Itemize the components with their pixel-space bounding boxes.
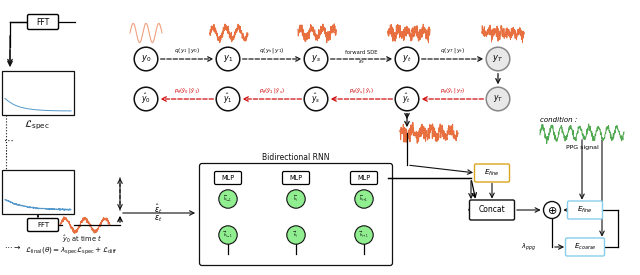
Text: $F_t^{i}$: $F_t^{i}$ [292, 248, 300, 259]
FancyBboxPatch shape [2, 170, 74, 214]
Circle shape [486, 47, 510, 71]
Circle shape [543, 202, 561, 219]
Circle shape [216, 87, 240, 111]
Text: $F_t^{i-1}$: $F_t^{i-1}$ [221, 248, 236, 259]
FancyBboxPatch shape [474, 164, 509, 182]
Circle shape [134, 87, 158, 111]
Text: $q(y_s\,|\,y_1)$: $q(y_s\,|\,y_1)$ [259, 46, 285, 55]
Text: $y_0$: $y_0$ [141, 54, 151, 65]
Circle shape [355, 190, 373, 208]
FancyBboxPatch shape [214, 172, 241, 185]
Text: $E_{fine}$: $E_{fine}$ [577, 205, 593, 215]
Circle shape [219, 190, 237, 208]
Text: $\cdots$: $\cdots$ [3, 135, 13, 145]
Text: $\overleftarrow{h}_{i\!-\!1}$: $\overleftarrow{h}_{i\!-\!1}$ [223, 194, 232, 204]
Text: forward SDE: forward SDE [345, 50, 378, 55]
Circle shape [396, 47, 419, 71]
Text: $y_T$: $y_T$ [493, 94, 503, 104]
FancyBboxPatch shape [351, 172, 378, 185]
Text: $F_t^{i+1}$: $F_t^{i+1}$ [356, 248, 371, 259]
Text: $\overrightarrow{h}_{i\!-\!1}$: $\overrightarrow{h}_{i\!-\!1}$ [223, 230, 233, 240]
FancyBboxPatch shape [470, 200, 515, 220]
Text: $E_{fine}$: $E_{fine}$ [484, 168, 500, 178]
Text: $\mathcal{L}_{\mathrm{final}}(\theta) = \lambda_{\mathrm{spec}}\mathcal{L}_{\mat: $\mathcal{L}_{\mathrm{final}}(\theta) = … [25, 246, 118, 257]
Text: MLP: MLP [357, 175, 371, 181]
Circle shape [287, 226, 305, 244]
Text: $p_\theta(\hat{y}_1\,|\,\hat{y}_s)$: $p_\theta(\hat{y}_1\,|\,\hat{y}_s)$ [259, 86, 285, 95]
Text: $y_T$: $y_T$ [492, 54, 504, 65]
Text: $\overrightarrow{h}_{i\!+\!1}$: $\overrightarrow{h}_{i\!+\!1}$ [359, 230, 369, 240]
Text: $y_t$: $y_t$ [402, 54, 412, 65]
FancyBboxPatch shape [2, 71, 74, 115]
FancyBboxPatch shape [200, 164, 392, 265]
Circle shape [396, 87, 419, 111]
Circle shape [304, 47, 328, 71]
Text: $p_\theta(\hat{y}_0\,|\,\hat{y}_1)$: $p_\theta(\hat{y}_0\,|\,\hat{y}_1)$ [174, 86, 200, 95]
Text: FFT: FFT [36, 18, 50, 26]
Text: $\lambda_{ppg}$: $\lambda_{ppg}$ [521, 241, 536, 253]
Text: $p_\theta(\hat{y}_s\,|\,\hat{y}_t)$: $p_\theta(\hat{y}_s\,|\,\hat{y}_t)$ [349, 86, 374, 95]
Text: FFT: FFT [37, 222, 49, 228]
Text: Concat: Concat [479, 205, 506, 215]
FancyBboxPatch shape [28, 219, 58, 232]
Circle shape [304, 87, 328, 111]
Circle shape [486, 87, 510, 111]
Text: PPG signal: PPG signal [566, 145, 598, 150]
Text: $\hat{y}_0$: $\hat{y}_0$ [141, 92, 151, 106]
Text: $p_\theta(\hat{y}_t\,|\,y_T)$: $p_\theta(\hat{y}_t\,|\,y_T)$ [440, 86, 465, 95]
Circle shape [355, 226, 373, 244]
Text: $y_s$: $y_s$ [311, 54, 321, 65]
Text: $\epsilon_t$: $\epsilon_t$ [154, 214, 162, 224]
Text: $\overleftarrow{h}_{i}$: $\overleftarrow{h}_{i}$ [293, 194, 299, 204]
Text: $\mathcal{L}_{\mathrm{spec}}$: $\mathcal{L}_{\mathrm{spec}}$ [24, 119, 50, 132]
Text: $y_1$: $y_1$ [223, 54, 233, 65]
Text: $\hat{y}_1$: $\hat{y}_1$ [223, 92, 233, 106]
Text: $\hat{\epsilon}_t$: $\hat{\epsilon}_t$ [154, 202, 162, 216]
FancyBboxPatch shape [28, 15, 58, 29]
Text: $\cdots \rightarrow$: $\cdots \rightarrow$ [4, 243, 21, 252]
FancyBboxPatch shape [568, 201, 602, 219]
Text: $q(y_1\,|\,y_0)$: $q(y_1\,|\,y_0)$ [174, 46, 200, 55]
Text: $\hat{y}_s$: $\hat{y}_s$ [311, 92, 321, 106]
FancyBboxPatch shape [282, 172, 310, 185]
Circle shape [216, 47, 240, 71]
Text: $\hat{y}_t$: $\hat{y}_t$ [403, 92, 412, 106]
Text: condition :: condition : [540, 117, 577, 123]
Text: $\epsilon_t$: $\epsilon_t$ [358, 58, 365, 66]
Text: $\hat{y}_0$ at time $t$: $\hat{y}_0$ at time $t$ [62, 233, 102, 244]
Text: ...: ... [0, 147, 9, 155]
Circle shape [287, 190, 305, 208]
Text: $\oplus$: $\oplus$ [547, 205, 557, 216]
Text: $E_{coarse}$: $E_{coarse}$ [574, 242, 596, 252]
FancyBboxPatch shape [566, 238, 605, 256]
Circle shape [134, 47, 158, 71]
Text: MLP: MLP [289, 175, 303, 181]
Text: $\overleftarrow{h}_{i\!+\!1}$: $\overleftarrow{h}_{i\!+\!1}$ [360, 194, 369, 204]
Text: Bidirectional RNN: Bidirectional RNN [262, 153, 330, 162]
Text: $q(y_T\,|\,y_t)$: $q(y_T\,|\,y_t)$ [440, 46, 465, 55]
Text: $\overrightarrow{h}_{i}$: $\overrightarrow{h}_{i}$ [293, 230, 299, 240]
Circle shape [219, 226, 237, 244]
Text: MLP: MLP [221, 175, 235, 181]
